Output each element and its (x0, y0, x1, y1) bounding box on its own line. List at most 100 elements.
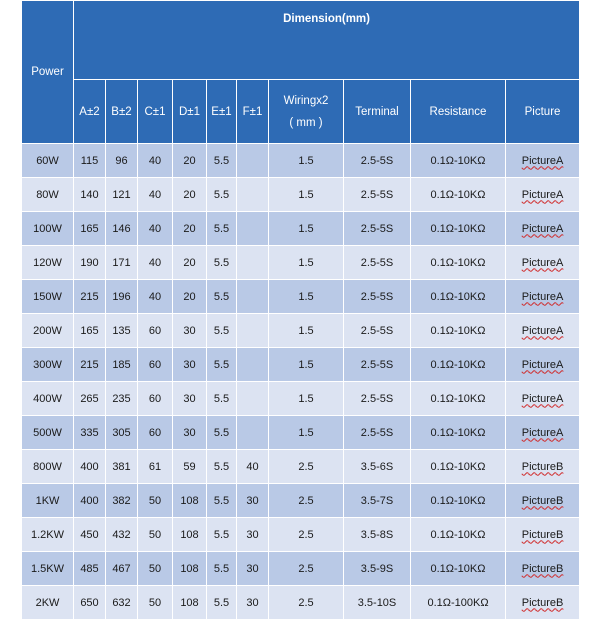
cell-picture[interactable]: PictureA (504, 279, 581, 314)
picture-link[interactable]: PictureB (521, 494, 564, 507)
cell-resistance: 0.1Ω-10KΩ (410, 279, 506, 314)
cell-picture[interactable]: PictureB (504, 585, 581, 620)
cell-d: 20 (172, 211, 207, 246)
picture-link[interactable]: PictureB (521, 596, 564, 609)
picture-link[interactable]: PictureA (521, 154, 564, 167)
cell-power: 60W (21, 143, 74, 178)
cell-c: 40 (137, 143, 173, 178)
cell-terminal: 2.5-5S (343, 143, 411, 178)
cell-c: 40 (137, 211, 173, 246)
cell-c: 50 (137, 585, 173, 620)
cell-f: 30 (236, 517, 269, 552)
cell-terminal: 3.5-8S (343, 517, 411, 552)
cell-wiring: 2.5 (268, 483, 344, 518)
cell-a: 165 (73, 313, 106, 348)
table-row: 200W 165 135 60 30 5.5 1.5 2.5-5S 0.1Ω-1… (21, 313, 581, 348)
cell-resistance: 0.1Ω-10KΩ (410, 177, 506, 212)
cell-wiring: 1.5 (268, 245, 344, 280)
cell-picture[interactable]: PictureA (504, 245, 581, 280)
cell-d: 108 (172, 551, 207, 586)
cell-b: 235 (105, 381, 138, 416)
header-terminal: Terminal (343, 79, 411, 144)
cell-picture[interactable]: PictureA (504, 381, 581, 416)
cell-wiring: 1.5 (268, 279, 344, 314)
cell-a: 485 (73, 551, 106, 586)
cell-terminal: 2.5-5S (343, 279, 411, 314)
cell-a: 140 (73, 177, 106, 212)
cell-a: 400 (73, 449, 106, 484)
cell-f (236, 415, 269, 450)
cell-b: 96 (105, 143, 138, 178)
cell-picture[interactable]: PictureA (504, 211, 581, 246)
cell-terminal: 2.5-5S (343, 313, 411, 348)
cell-d: 20 (172, 177, 207, 212)
cell-b: 196 (105, 279, 138, 314)
picture-link[interactable]: PictureA (521, 392, 564, 405)
cell-a: 215 (73, 347, 106, 382)
cell-d: 30 (172, 381, 207, 416)
picture-link[interactable]: PictureB (521, 460, 564, 473)
cell-b: 381 (105, 449, 138, 484)
cell-d: 20 (172, 279, 207, 314)
cell-e: 5.5 (206, 211, 237, 246)
cell-d: 30 (172, 347, 207, 382)
table-row: 1.5KW 485 467 50 108 5.5 30 2.5 3.5-9S 0… (21, 551, 581, 586)
cell-power: 500W (21, 415, 74, 450)
cell-e: 5.5 (206, 585, 237, 620)
cell-a: 335 (73, 415, 106, 450)
cell-power: 300W (21, 347, 74, 382)
cell-picture[interactable]: PictureB (504, 449, 581, 484)
picture-link[interactable]: PictureA (521, 256, 564, 269)
picture-link[interactable]: PictureA (521, 358, 564, 371)
cell-e: 5.5 (206, 245, 237, 280)
cell-wiring: 1.5 (268, 415, 344, 450)
cell-wiring: 1.5 (268, 177, 344, 212)
cell-resistance: 0.1Ω-100KΩ (410, 585, 506, 620)
picture-link[interactable]: PictureB (521, 562, 564, 575)
cell-d: 59 (172, 449, 207, 484)
cell-picture[interactable]: PictureA (504, 177, 581, 212)
cell-a: 190 (73, 245, 106, 280)
cell-c: 50 (137, 483, 173, 518)
table-row: 120W 190 171 40 20 5.5 1.5 2.5-5S 0.1Ω-1… (21, 245, 581, 280)
cell-power: 400W (21, 381, 74, 416)
cell-power: 200W (21, 313, 74, 348)
cell-wiring: 1.5 (268, 347, 344, 382)
cell-b: 432 (105, 517, 138, 552)
table-row: 1KW 400 382 50 108 5.5 30 2.5 3.5-7S 0.1… (21, 483, 581, 518)
cell-picture[interactable]: PictureB (504, 517, 581, 552)
spec-sheet: Power Dimension(mm) A±2 B±2 C±1 D±1 E±1 … (21, 0, 581, 620)
cell-power: 2KW (21, 585, 74, 620)
cell-resistance: 0.1Ω-10KΩ (410, 313, 506, 348)
picture-link[interactable]: PictureA (521, 324, 564, 337)
header-d: D±1 (172, 79, 207, 144)
cell-a: 650 (73, 585, 106, 620)
picture-link[interactable]: PictureB (521, 528, 564, 541)
cell-terminal: 2.5-5S (343, 177, 411, 212)
cell-picture[interactable]: PictureA (504, 143, 581, 178)
table-row: 400W 265 235 60 30 5.5 1.5 2.5-5S 0.1Ω-1… (21, 381, 581, 416)
picture-link[interactable]: PictureA (521, 426, 564, 439)
cell-terminal: 2.5-5S (343, 211, 411, 246)
cell-picture[interactable]: PictureA (504, 347, 581, 382)
cell-power: 1.5KW (21, 551, 74, 586)
cell-picture[interactable]: PictureA (504, 313, 581, 348)
cell-b: 135 (105, 313, 138, 348)
cell-e: 5.5 (206, 415, 237, 450)
cell-power: 1.2KW (21, 517, 74, 552)
cell-picture[interactable]: PictureB (504, 483, 581, 518)
cell-wiring: 2.5 (268, 551, 344, 586)
cell-picture[interactable]: PictureA (504, 415, 581, 450)
picture-link[interactable]: PictureA (521, 188, 564, 201)
picture-link[interactable]: PictureA (521, 290, 564, 303)
picture-link[interactable]: PictureA (521, 222, 564, 235)
cell-b: 171 (105, 245, 138, 280)
cell-f: 40 (236, 449, 269, 484)
cell-wiring: 2.5 (268, 517, 344, 552)
cell-e: 5.5 (206, 381, 237, 416)
cell-picture[interactable]: PictureB (504, 551, 581, 586)
cell-power: 120W (21, 245, 74, 280)
cell-c: 61 (137, 449, 173, 484)
cell-d: 20 (172, 143, 207, 178)
cell-f (236, 143, 269, 178)
